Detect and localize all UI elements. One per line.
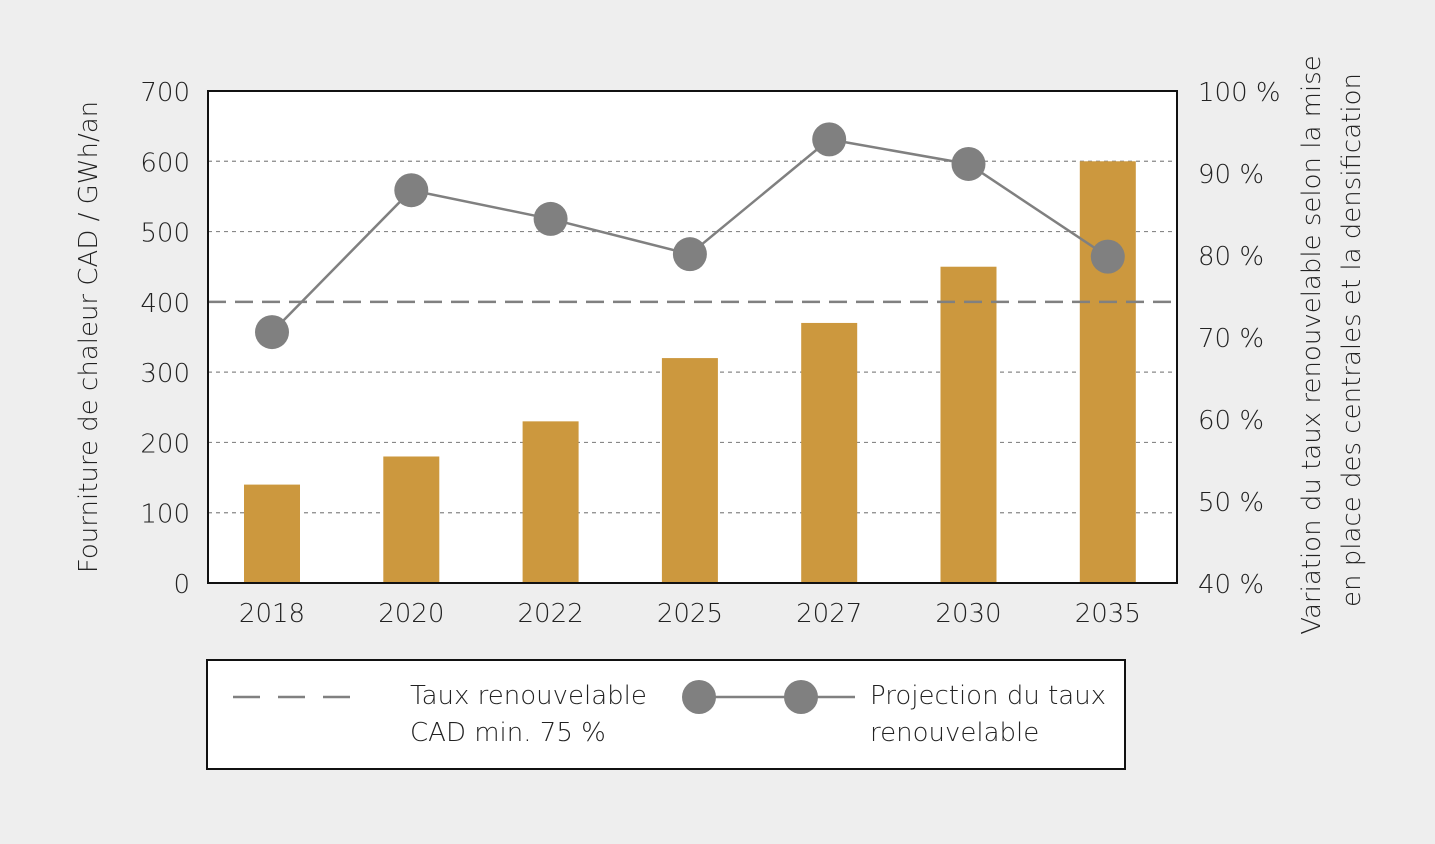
projection-point-2025 (672, 237, 707, 272)
projection-point-2018 (255, 315, 289, 350)
plot-frame (207, 90, 1178, 584)
y2-axis-title-line1: Variation du taux renouvelable selon la … (1297, 55, 1327, 635)
projection-point-2022 (533, 201, 568, 236)
projection-point-2030 (951, 146, 986, 181)
y2-tick-label: 40 % (1198, 570, 1264, 600)
y-tick-label: 300 (140, 359, 190, 389)
bar-2025 (661, 358, 718, 583)
y-tick-label: 600 (140, 148, 190, 178)
y2-tick-label: 90 % (1198, 160, 1264, 190)
y2-axis-title-line2: en place des centrales et la densificati… (1337, 73, 1367, 607)
y-tick-label: 500 (140, 219, 190, 249)
bar-2030 (940, 266, 997, 583)
x-tick-label: 2018 (239, 599, 305, 629)
y-tick-label: 400 (140, 289, 190, 319)
x-tick-label: 2035 (1075, 599, 1141, 629)
x-tick-label: 2027 (796, 599, 862, 629)
x-tick-label: 2022 (518, 599, 584, 629)
y-tick-label: 200 (140, 429, 190, 459)
y-tick-label: 700 (140, 78, 190, 108)
legend-label-reference: CAD min. 75 % (410, 718, 606, 748)
y-tick-label: 0 (173, 570, 190, 600)
y2-tick-label: 60 % (1198, 406, 1264, 436)
y2-tick-label: 80 % (1198, 242, 1264, 272)
legend-projection-point (682, 680, 716, 714)
legend-label-projection: renouvelable (870, 718, 1039, 748)
projection-point-2027 (812, 122, 847, 157)
bar-2022 (522, 421, 579, 583)
bar-2018 (244, 484, 300, 583)
y2-tick-label: 100 % (1198, 78, 1281, 108)
y-tick-label: 100 (140, 500, 190, 530)
bar-2027 (801, 322, 858, 583)
y-axis-title: Fourniture de chaleur CAD / GWh/an (74, 101, 104, 573)
bar-2020 (383, 456, 440, 583)
y2-tick-label: 70 % (1198, 324, 1264, 354)
projection-point-2035 (1090, 239, 1125, 274)
x-tick-label: 2020 (378, 599, 444, 629)
legend-label-reference: Taux renouvelable (410, 681, 647, 711)
projection-point-2020 (394, 173, 429, 208)
x-tick-label: 2025 (657, 599, 723, 629)
x-tick-label: 2030 (935, 599, 1001, 629)
legend-box (206, 659, 1126, 770)
y2-tick-label: 50 % (1198, 488, 1264, 518)
legend-projection-point (784, 680, 818, 714)
bar-2035 (1079, 161, 1136, 584)
legend-label-projection: Projection du taux (870, 681, 1106, 711)
